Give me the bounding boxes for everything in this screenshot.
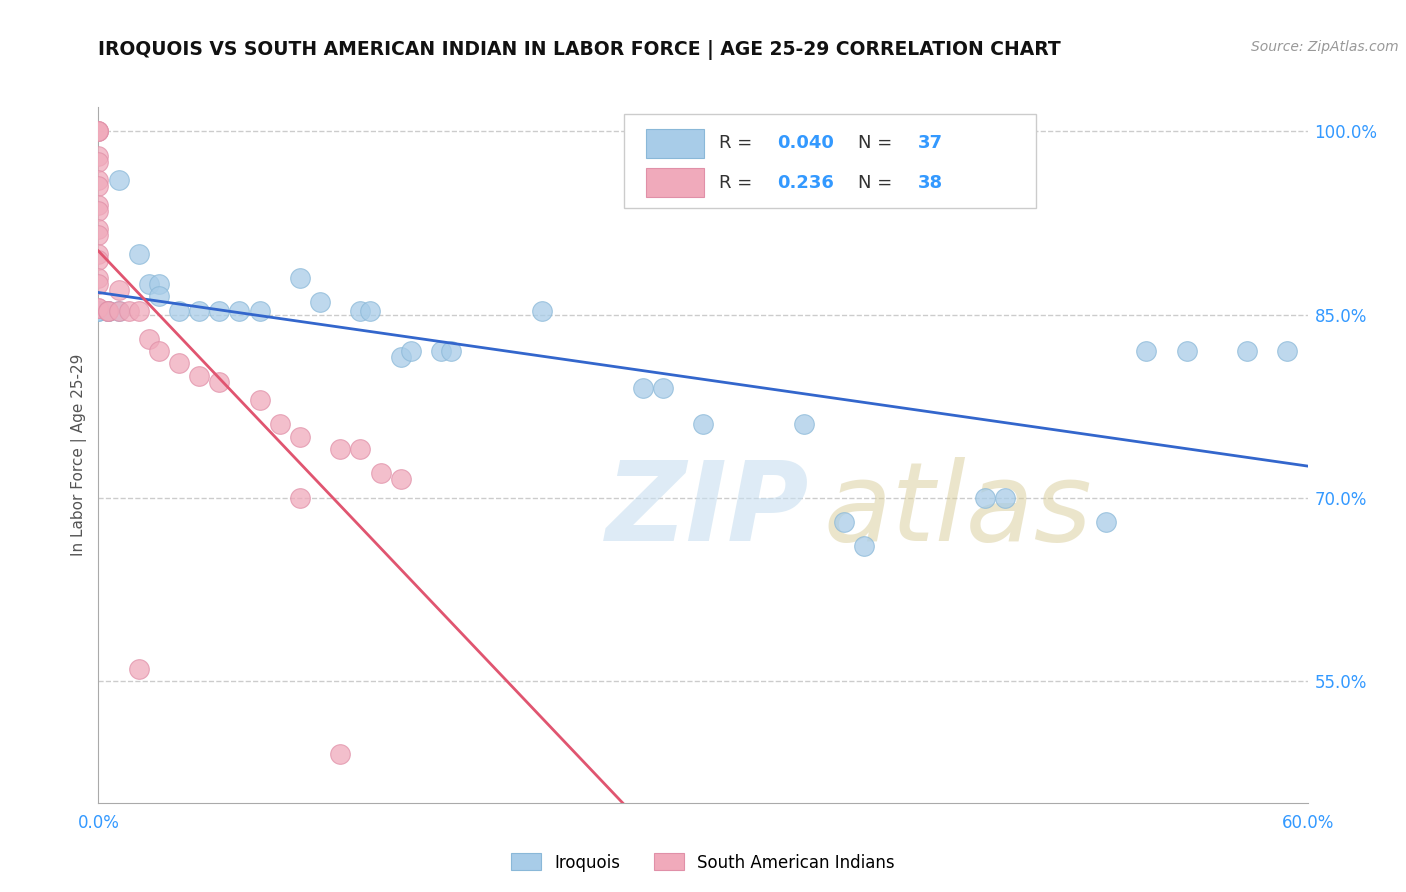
Point	[97, 304, 120, 318]
Point	[87, 173, 110, 187]
Text: Source: ZipAtlas.com: Source: ZipAtlas.com	[1251, 40, 1399, 54]
Point	[148, 277, 170, 291]
Point	[148, 289, 170, 303]
Point	[994, 491, 1017, 505]
Point	[399, 344, 422, 359]
Text: 0.040: 0.040	[776, 134, 834, 153]
Point	[128, 304, 150, 318]
Point	[288, 491, 311, 505]
Text: ZIP: ZIP	[606, 457, 810, 564]
Point	[87, 304, 110, 318]
Point	[87, 155, 110, 169]
Point	[87, 124, 110, 138]
Point	[832, 515, 855, 529]
Point	[118, 304, 141, 318]
Point	[692, 417, 714, 432]
Text: R =: R =	[718, 134, 758, 153]
Point	[651, 381, 673, 395]
Point	[288, 429, 311, 443]
Point	[87, 197, 110, 211]
Text: atlas: atlas	[824, 457, 1092, 564]
Point	[128, 661, 150, 675]
FancyBboxPatch shape	[647, 128, 704, 158]
Point	[87, 246, 110, 260]
Point	[1277, 344, 1299, 359]
Point	[360, 304, 382, 318]
Point	[389, 472, 412, 486]
Text: R =: R =	[718, 174, 758, 192]
Point	[87, 252, 110, 267]
Point	[87, 271, 110, 285]
Point	[1135, 344, 1157, 359]
Point	[87, 277, 110, 291]
FancyBboxPatch shape	[624, 114, 1035, 208]
Text: 0.236: 0.236	[776, 174, 834, 192]
Point	[288, 271, 311, 285]
Point	[249, 392, 271, 407]
Point	[228, 304, 250, 318]
Point	[87, 149, 110, 163]
Point	[107, 304, 129, 318]
Point	[87, 203, 110, 218]
Point	[167, 304, 190, 318]
Point	[793, 417, 815, 432]
Y-axis label: In Labor Force | Age 25-29: In Labor Force | Age 25-29	[72, 354, 87, 556]
Text: 38: 38	[918, 174, 943, 192]
Point	[974, 491, 997, 505]
Point	[389, 351, 412, 365]
Point	[138, 332, 160, 346]
Text: N =: N =	[858, 134, 898, 153]
Point	[97, 304, 120, 318]
Point	[349, 442, 371, 456]
Legend: Iroquois, South American Indians: Iroquois, South American Indians	[498, 840, 908, 885]
Point	[269, 417, 291, 432]
Point	[208, 304, 231, 318]
Point	[208, 375, 231, 389]
Text: 37: 37	[918, 134, 943, 153]
Text: N =: N =	[858, 174, 898, 192]
Point	[329, 747, 352, 761]
Point	[128, 246, 150, 260]
Point	[188, 304, 211, 318]
Text: IROQUOIS VS SOUTH AMERICAN INDIAN IN LABOR FORCE | AGE 25-29 CORRELATION CHART: IROQUOIS VS SOUTH AMERICAN INDIAN IN LAB…	[98, 40, 1062, 60]
Point	[87, 301, 110, 316]
Point	[107, 283, 129, 297]
Point	[87, 222, 110, 236]
Point	[440, 344, 463, 359]
Point	[87, 124, 110, 138]
Point	[329, 442, 352, 456]
Point	[97, 304, 120, 318]
Point	[188, 368, 211, 383]
Point	[107, 304, 129, 318]
Point	[1095, 515, 1118, 529]
Point	[349, 304, 371, 318]
Point	[87, 228, 110, 243]
Point	[167, 356, 190, 370]
Point	[631, 381, 654, 395]
Point	[87, 179, 110, 194]
Point	[430, 344, 453, 359]
Point	[97, 304, 120, 318]
Point	[853, 540, 876, 554]
Point	[249, 304, 271, 318]
Point	[107, 173, 129, 187]
Point	[309, 295, 332, 310]
Point	[87, 124, 110, 138]
Point	[87, 301, 110, 316]
FancyBboxPatch shape	[647, 169, 704, 197]
Point	[138, 277, 160, 291]
Point	[1236, 344, 1258, 359]
Point	[1175, 344, 1198, 359]
Point	[87, 304, 110, 318]
Point	[530, 304, 553, 318]
Point	[148, 344, 170, 359]
Point	[370, 467, 392, 481]
